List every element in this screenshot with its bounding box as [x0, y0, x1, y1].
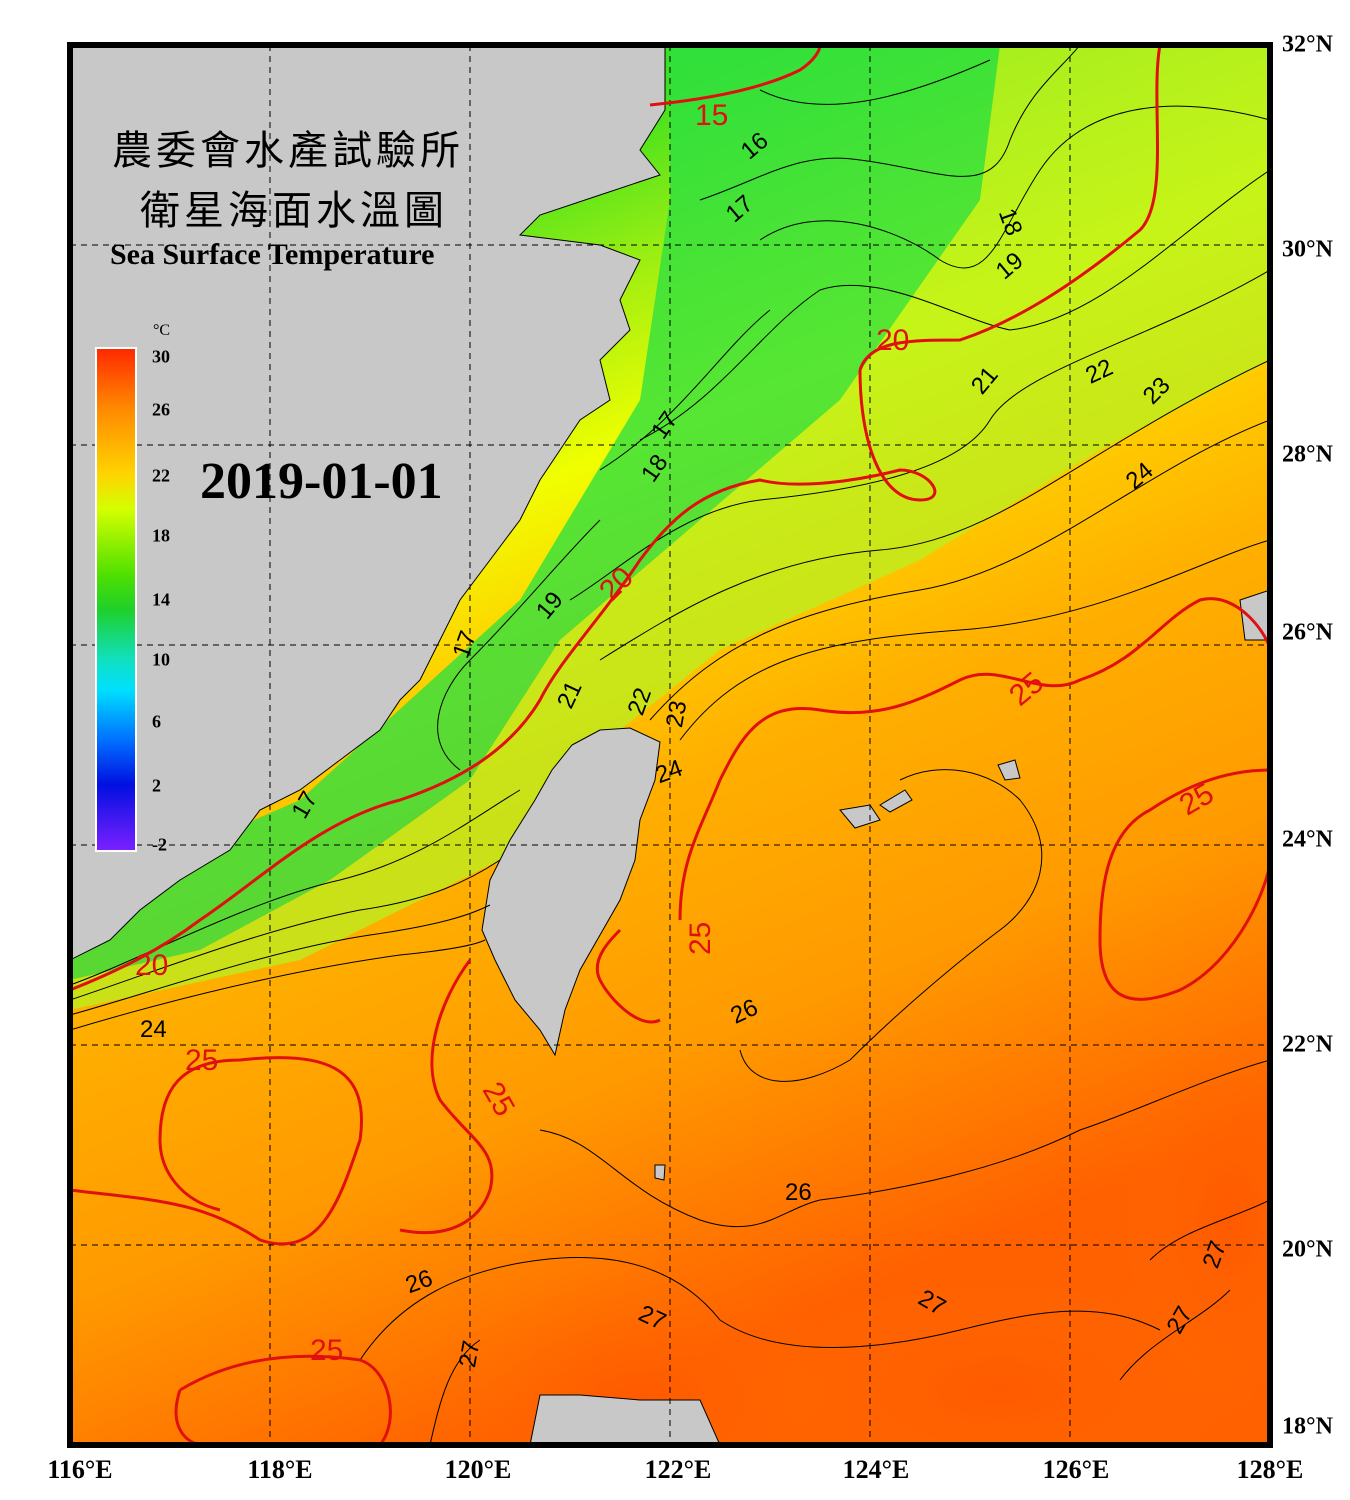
lon-label: 120°E	[444, 1455, 512, 1484]
isotherm-label-26b: 26	[785, 1179, 812, 1206]
cold-coastal-band	[70, 45, 1000, 980]
south-hotspot-3	[1110, 1020, 1270, 1420]
title-english: Sea Surface Temperature	[110, 238, 435, 271]
lon-label: 116°E	[47, 1455, 113, 1484]
okinawa-island-1	[839, 804, 881, 829]
isotherm-label-25d: 25	[185, 1044, 218, 1077]
colorbar-tick: 10	[152, 649, 170, 670]
isotherm-label-15: 15	[695, 99, 728, 132]
lat-label: 24°N	[1282, 826, 1333, 853]
isotherm-label-25c: 25	[684, 922, 717, 955]
lat-lon-grid	[70, 45, 1270, 1445]
isotherm-label-27c: 27	[454, 1339, 485, 1370]
title-chinese-line1: 農委會水產試驗所	[112, 128, 464, 174]
kyushu-island	[1239, 589, 1270, 641]
colorbar-tick: 30	[152, 346, 170, 367]
lon-label: 126°E	[1042, 1455, 1110, 1484]
batanes-island	[654, 1164, 666, 1181]
lon-label: 124°E	[842, 1455, 910, 1484]
colorbar-tick: 22	[152, 465, 170, 486]
colorbar-tick: -2	[152, 834, 167, 855]
colorbar-tick: 14	[152, 589, 170, 610]
map-border	[67, 42, 1273, 1448]
lon-label: 128°E	[1236, 1455, 1304, 1484]
minor-isotherms	[70, 45, 1270, 1445]
title-chinese-line2: 衛星海面水溫圖	[140, 188, 448, 234]
colorbar-tick: 26	[152, 399, 170, 420]
isotherm-label-24c: 24	[140, 1016, 167, 1043]
lat-label: 20°N	[1282, 1236, 1333, 1263]
colorbar-unit: °C	[153, 322, 171, 339]
mid-band	[70, 45, 1270, 1010]
date-label: 2019-01-01	[200, 453, 443, 510]
colorbar-tick: 6	[152, 711, 161, 732]
lat-label: 28°N	[1282, 441, 1333, 468]
temperature-colorbar	[95, 347, 137, 852]
lat-label: 26°N	[1282, 619, 1333, 646]
colorbar-tick: 18	[152, 525, 170, 546]
taiwan-island	[481, 727, 661, 1057]
lat-label: 18°N	[1282, 1413, 1333, 1440]
major-isotherms	[70, 45, 1270, 1445]
mainland-china	[70, 45, 666, 961]
lat-label: 32°N	[1282, 31, 1333, 58]
lat-label: 22°N	[1282, 1031, 1333, 1058]
okinawa-island-2	[879, 789, 913, 813]
luzon-island	[529, 1394, 721, 1445]
colorbar-tick: 2	[152, 775, 161, 796]
isotherm-label-23b: 23	[661, 699, 692, 730]
lon-label: 122°E	[644, 1455, 712, 1484]
ryukyu-island	[997, 759, 1021, 781]
isotherm-label-20c: 20	[135, 949, 168, 982]
lat-label: 30°N	[1282, 236, 1333, 263]
isotherm-label-20a: 20	[876, 324, 909, 357]
isotherm-label-25f: 25	[310, 1334, 343, 1367]
lon-label: 118°E	[247, 1455, 313, 1484]
